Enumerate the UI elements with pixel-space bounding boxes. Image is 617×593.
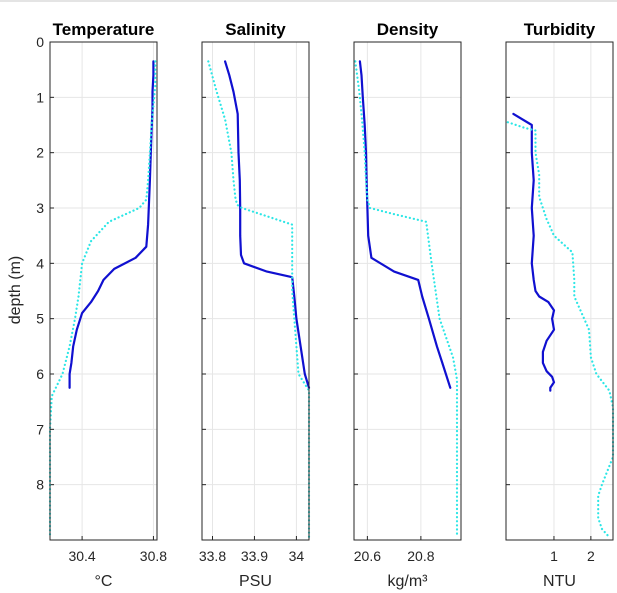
series-line-dotted (354, 60, 459, 539)
x-tick-label: 34 (289, 548, 305, 564)
x-tick-label: 30.8 (140, 548, 167, 564)
x-tick-label: 20.8 (407, 548, 434, 564)
y-tick-label: 3 (36, 200, 44, 216)
y-tick-label: 7 (36, 421, 44, 437)
y-axis-label: depth (m) (7, 256, 24, 324)
panel-title: Salinity (225, 20, 286, 39)
x-axis-label: °C (95, 573, 113, 590)
series-line-solid (224, 60, 311, 389)
panel-temperature: 0 1 2 3 4 5 6 7 8 30.4 30.8 Temperature °C (36, 20, 167, 590)
x-axis-label: kg/m³ (388, 573, 429, 590)
panel-title: Turbidity (524, 20, 596, 39)
plot-area (50, 42, 157, 540)
y-tick-label: 1 (36, 89, 44, 105)
series-line-solid (512, 112, 556, 392)
y-tick-label: 8 (36, 477, 44, 493)
axes-box (49, 41, 158, 541)
axes-box (505, 41, 614, 541)
series-line-solid (358, 60, 452, 389)
x-tick-label: 2 (587, 548, 595, 564)
x-tick-label: 20.6 (354, 548, 381, 564)
y-tick-label: 2 (36, 145, 44, 161)
x-tick-label: 30.4 (68, 548, 95, 564)
axes-box (353, 41, 462, 541)
y-tick-label: 0 (36, 34, 44, 50)
x-axis-label: NTU (543, 573, 576, 590)
panel-title: Density (377, 20, 439, 39)
panel-density: 20.6 20.8 Density kg/m³ (353, 20, 462, 590)
panel-title: Temperature (53, 20, 155, 39)
series-line-dotted (48, 60, 157, 539)
series-line-solid (68, 60, 155, 389)
plot-area (506, 42, 613, 540)
panel-turbidity: 1 2 Turbidity NTU (505, 20, 615, 590)
x-tick-label: 1 (550, 548, 558, 564)
series-line-dotted (207, 60, 311, 539)
x-tick-label: 33.9 (241, 548, 268, 564)
y-tick-label: 4 (36, 255, 44, 271)
y-tick-label: 6 (36, 366, 44, 382)
plot-area (202, 42, 309, 540)
plot-area (354, 42, 461, 540)
x-axis-label: PSU (239, 573, 272, 590)
x-tick-label: 33.8 (199, 548, 226, 564)
axes-box (201, 41, 310, 541)
series-line-dotted (506, 121, 615, 539)
panel-salinity: 33.8 33.9 34 Salinity PSU (199, 20, 311, 590)
y-tick-label: 5 (36, 311, 44, 327)
